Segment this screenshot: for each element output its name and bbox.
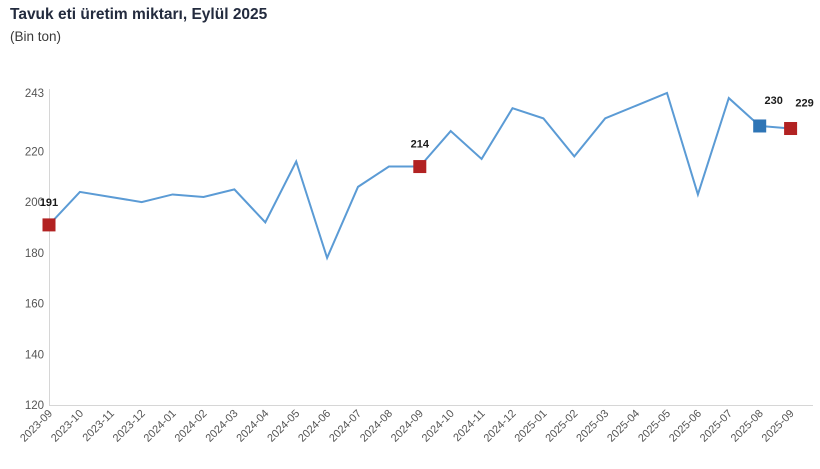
x-axis-tick-label: 2024-11 [451, 408, 487, 444]
marker-2025-08 [753, 119, 767, 133]
x-axis-tick-label: 2023-12 [111, 408, 148, 445]
point-value-label: 191 [40, 197, 58, 209]
x-axis-tick-label: 2025-05 [636, 408, 673, 445]
x-axis-tick-label: 2024-02 [173, 408, 210, 445]
x-axis-tick-label: 2023-11 [80, 408, 116, 444]
x-axis-tick-label: 2024-05 [265, 408, 302, 445]
series-line [48, 91, 791, 261]
x-axis-tick-label: 2024-04 [234, 408, 271, 445]
y-axis-tick-label: 220 [25, 146, 44, 158]
chart-title: Tavuk eti üretim miktarı, Eylül 2025 [10, 6, 268, 23]
x-axis-tick-label: 2025-02 [543, 408, 580, 445]
marker-2025-09 [784, 122, 798, 136]
x-axis-tick-label: 2024-10 [420, 408, 457, 445]
point-value-label: 230 [765, 95, 783, 107]
point-value-label: 214 [411, 139, 430, 151]
x-axis-tick-label: 2024-08 [358, 408, 395, 445]
y-axis-tick-label: 180 [25, 248, 44, 260]
x-axis-tick-label: 2024-07 [327, 408, 364, 445]
marker-2024-09 [413, 160, 427, 174]
y-axis-tick-label: 200 [25, 197, 44, 209]
x-axis-tick-label: 2024-01 [142, 408, 179, 445]
x-axis-tick-label: 2025-09 [760, 408, 797, 445]
x-axis-tick-label: 2025-06 [667, 408, 704, 445]
x-axis-tick-label: 2025-07 [698, 408, 735, 445]
point-value-label: 229 [795, 98, 813, 110]
y-axis-tick-label: 120 [25, 400, 44, 412]
x-axis-tick-label: 2023-09 [18, 408, 55, 445]
x-axis-tick-label: 2025-03 [574, 408, 611, 445]
x-axis-tick-label: 2025-01 [512, 408, 549, 445]
chart-header: Tavuk eti üretim miktarı, Eylül 2025 (Bi… [10, 6, 267, 44]
y-axis-tick-label: 160 [25, 299, 44, 311]
x-axis-tick-label: 2025-04 [605, 408, 642, 445]
x-axis-tick-label: 2023-10 [49, 408, 86, 445]
x-axis-tick-label: 2024-06 [296, 408, 333, 445]
x-axis-tick-label: 2025-08 [729, 408, 766, 445]
x-axis-tick-label: 2024-09 [389, 408, 426, 445]
y-axis-tick-label: 140 [25, 349, 44, 361]
x-axis-tick-label: 2024-12 [482, 408, 519, 445]
x-axis-tick-label: 2024-03 [203, 408, 240, 445]
y-axis-tick-label: 243 [25, 88, 44, 100]
marker-2023-09 [42, 218, 56, 232]
chart-subtitle: (Bin ton) [10, 29, 62, 44]
